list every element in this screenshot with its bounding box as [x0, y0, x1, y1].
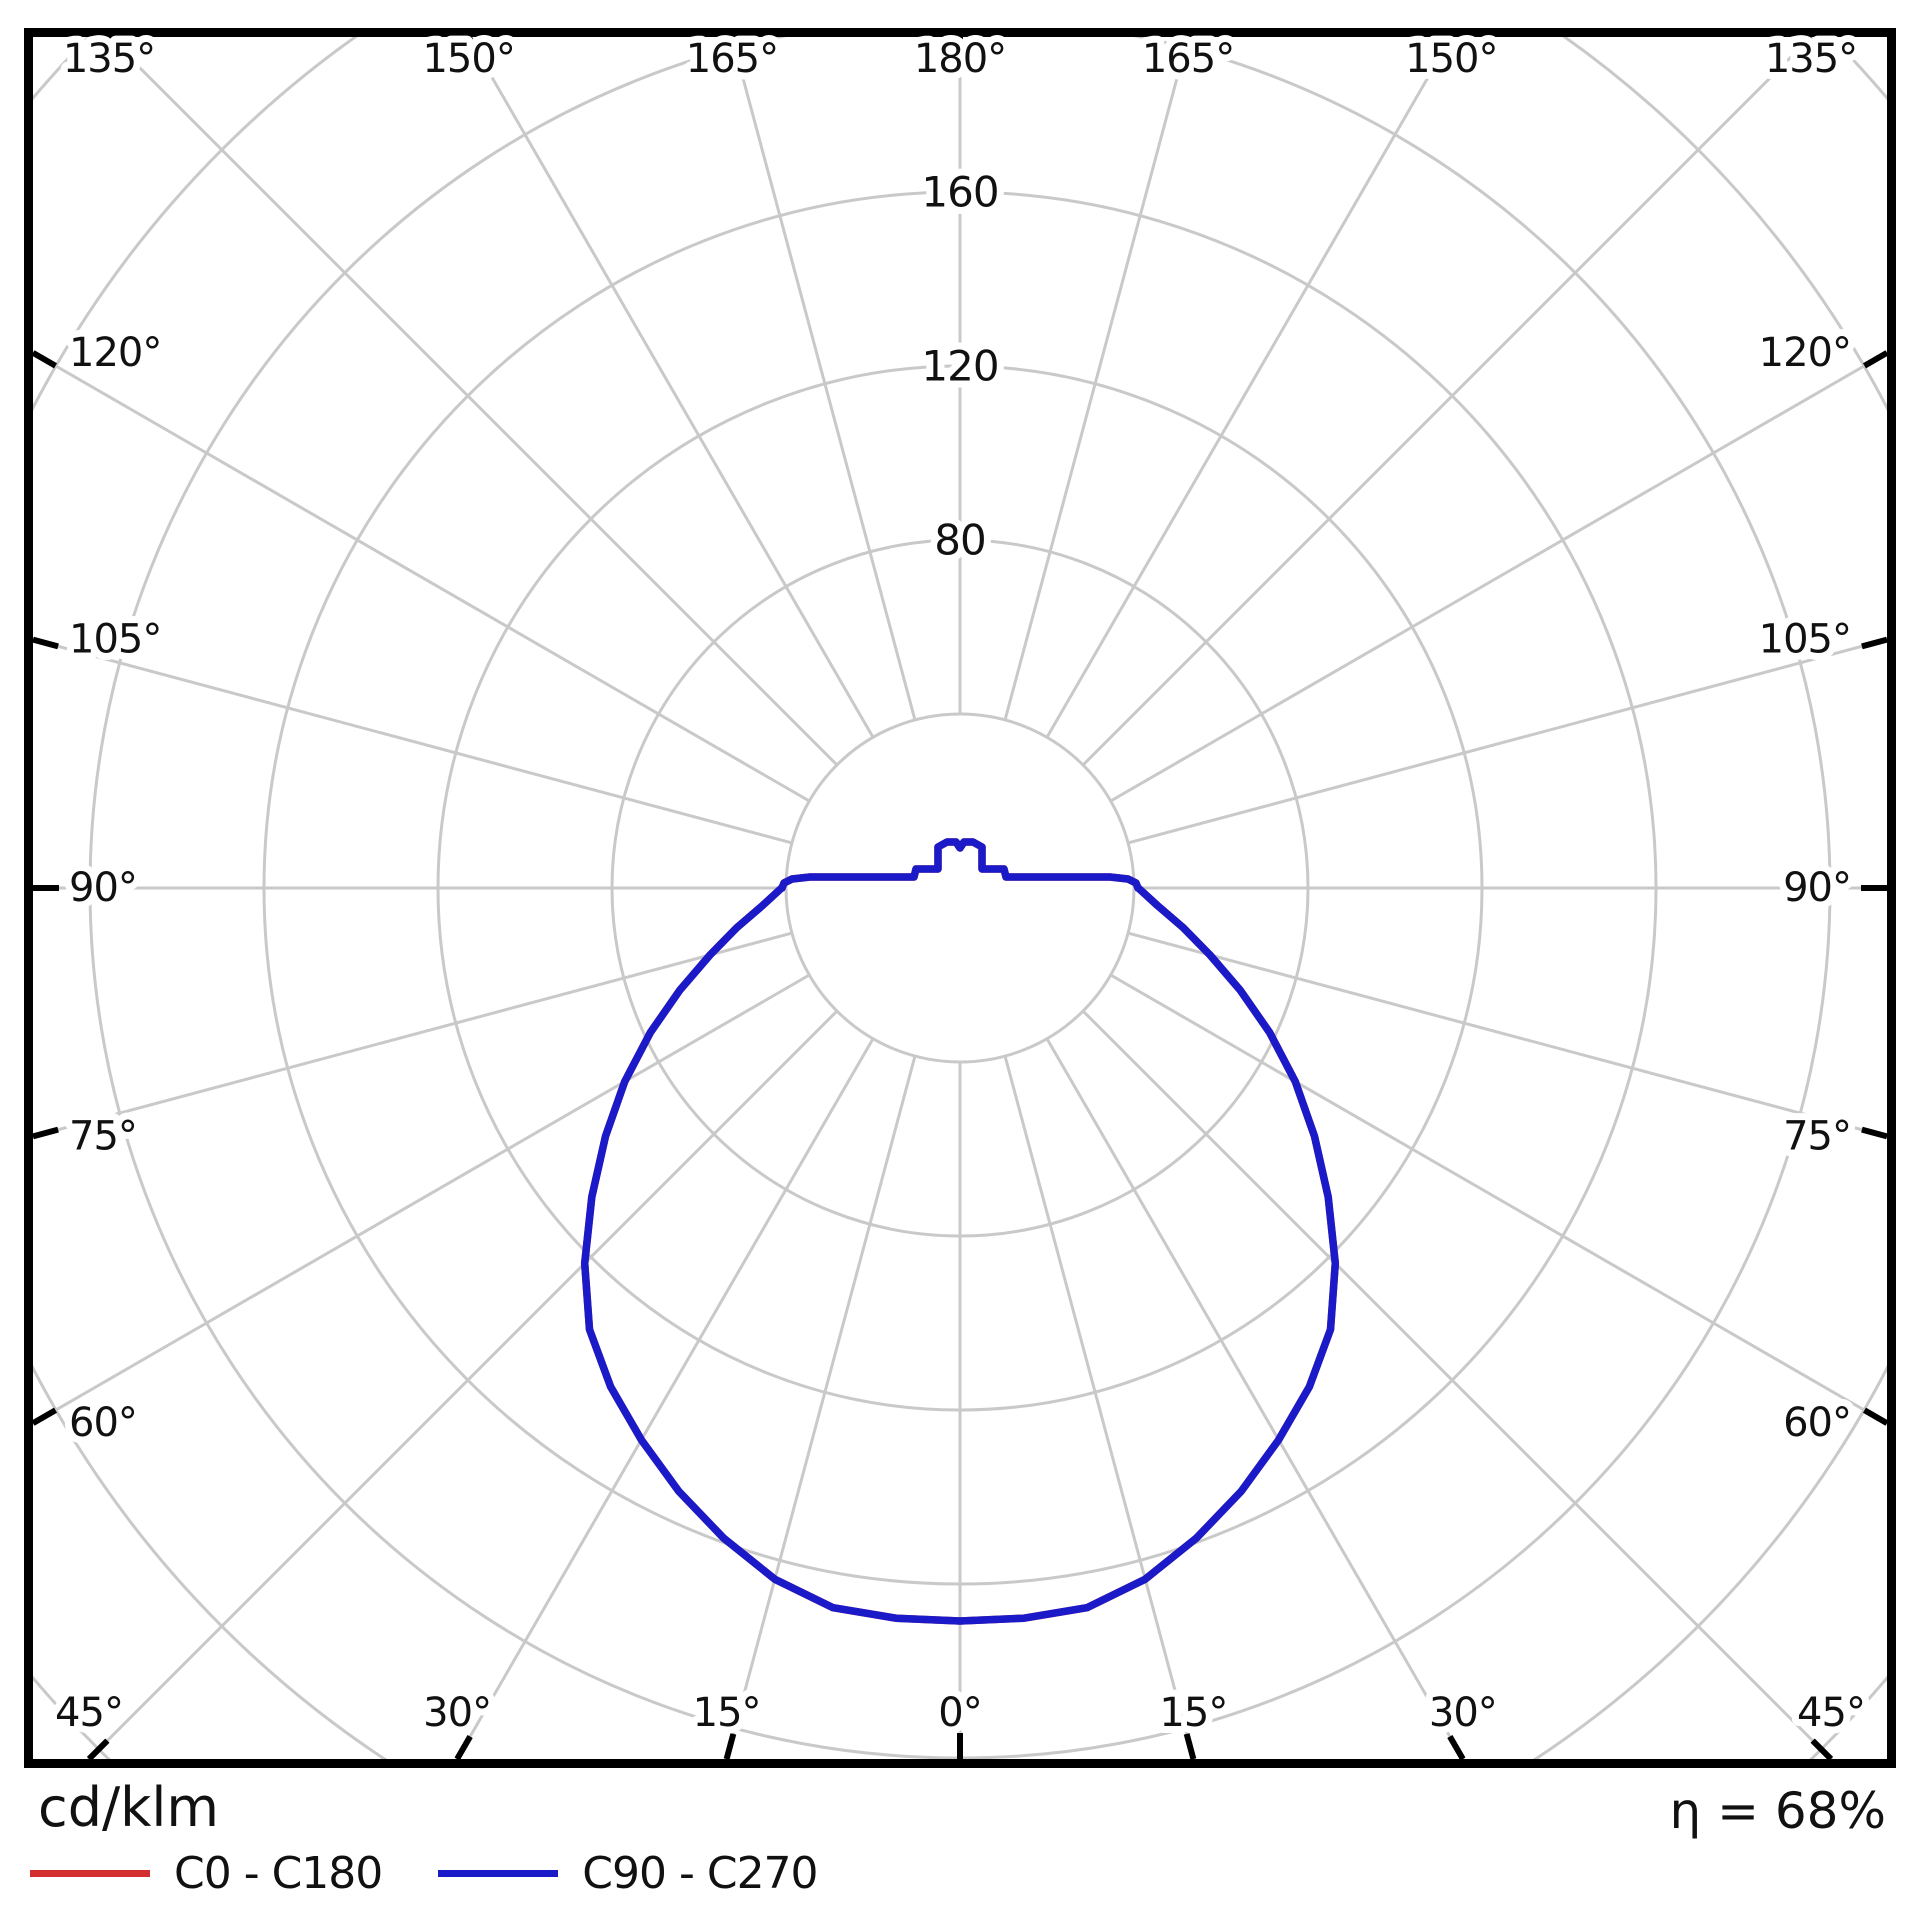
- angle-gridline: [725, 1055, 917, 1759]
- polar-grid: [33, 37, 1887, 1759]
- angle-label: 180°: [914, 36, 1006, 82]
- angle-tick: [1447, 1734, 1466, 1761]
- unit-label: cd/klm: [38, 1776, 220, 1839]
- angle-label: 165°: [1142, 36, 1234, 82]
- angle-tick: [1790, 34, 1814, 58]
- angle-label: 30°: [423, 1690, 491, 1736]
- legend-swatch-line: [30, 1870, 150, 1877]
- angle-gridline: [33, 931, 793, 1138]
- efficiency-label: η = 68%: [1669, 1782, 1886, 1840]
- angle-tick: [32, 636, 59, 650]
- angle-tick: [454, 1734, 473, 1761]
- angle-label: 150°: [1405, 36, 1497, 82]
- angle-gridline: [1081, 1009, 1834, 1759]
- radial-axis-label: 80: [934, 516, 985, 565]
- angle-label: 90°: [69, 865, 137, 911]
- angle-gridline: [86, 1009, 839, 1759]
- angle-gridline: [1045, 1037, 1465, 1759]
- angle-tick: [1861, 636, 1888, 650]
- angle-label: 165°: [686, 36, 778, 82]
- legend-swatch-line: [438, 1870, 559, 1877]
- plot-border: [24, 28, 1896, 1768]
- angle-label: 15°: [1159, 1690, 1227, 1736]
- angle-label: 135°: [1765, 36, 1857, 82]
- angle-label: 45°: [55, 1690, 123, 1736]
- angle-tick: [723, 1733, 737, 1760]
- angle-gridline: [1127, 931, 1887, 1138]
- angle-tick: [1435, 35, 1454, 62]
- angle-gridline: [730, 37, 917, 721]
- angle-tick: [106, 34, 130, 58]
- angle-tick: [32, 1126, 59, 1140]
- angle-tick: [86, 1738, 110, 1762]
- angle-label: 90°: [1783, 865, 1851, 911]
- angle-label: 105°: [69, 617, 161, 663]
- angle-tick: [1862, 1407, 1889, 1426]
- angle-tick: [729, 36, 742, 63]
- angle-label: 105°: [1759, 617, 1851, 663]
- angle-label: 0°: [938, 1690, 981, 1736]
- angle-tick: [31, 350, 58, 369]
- polar-photometric-plot: 0° 15° 15° 30° 30° 45° 45° 60° 60° 75° 75° 90° 90° 10…: [24, 28, 1896, 1768]
- angle-gridline: [1003, 37, 1190, 721]
- legend-item: C0 - C180: [30, 1848, 383, 1899]
- angle-label: 75°: [1783, 1113, 1851, 1159]
- angle-gridline: [1045, 37, 1454, 739]
- angle-gridline: [33, 973, 811, 1425]
- angle-label: 150°: [422, 36, 514, 82]
- angle-label: 60°: [69, 1400, 137, 1446]
- angle-tick: [1810, 1738, 1834, 1762]
- angle-gridline: [1109, 973, 1887, 1425]
- angle-tick: [1862, 350, 1889, 369]
- angle-gridline: [106, 37, 839, 767]
- radial-gridline-circle: [784, 712, 1136, 1064]
- angle-gridline: [455, 1037, 875, 1759]
- angle-label: 60°: [1783, 1400, 1851, 1446]
- angle-gridline: [33, 351, 811, 803]
- angle-gridline: [1081, 37, 1814, 767]
- angle-label: 15°: [693, 1690, 761, 1736]
- legend-label: C0 - C180: [174, 1848, 383, 1899]
- curve-c90-c270: [580, 838, 1340, 1625]
- angle-label: 120°: [1759, 330, 1851, 376]
- legend-label: C90 - C270: [582, 1848, 818, 1899]
- angle-tick: [31, 1407, 58, 1426]
- plot-footer: cd/klm η = 68% C0 - C180 C90 - C270: [0, 1770, 1920, 1920]
- angle-label: 135°: [63, 36, 155, 82]
- angle-label: 75°: [69, 1113, 137, 1159]
- angle-tick: [1178, 36, 1191, 63]
- legend-item: C90 - C270: [438, 1848, 819, 1899]
- angle-gridline: [1109, 351, 1887, 803]
- legend: C0 - C180 C90 - C270: [30, 1848, 819, 1899]
- angle-tick: [466, 35, 485, 62]
- angle-gridline: [33, 638, 793, 845]
- angle-label: 120°: [69, 330, 161, 376]
- angle-tick: [1183, 1733, 1197, 1760]
- angle-tick: [1861, 1126, 1888, 1140]
- angle-label: 30°: [1429, 1690, 1497, 1736]
- angle-gridline: [1003, 1055, 1195, 1759]
- angle-gridline: [1127, 638, 1887, 845]
- radial-axis-label: 160: [921, 168, 998, 217]
- angle-gridline: [466, 37, 875, 739]
- angle-label: 45°: [1797, 1690, 1865, 1736]
- radial-axis-label: 120: [921, 342, 998, 391]
